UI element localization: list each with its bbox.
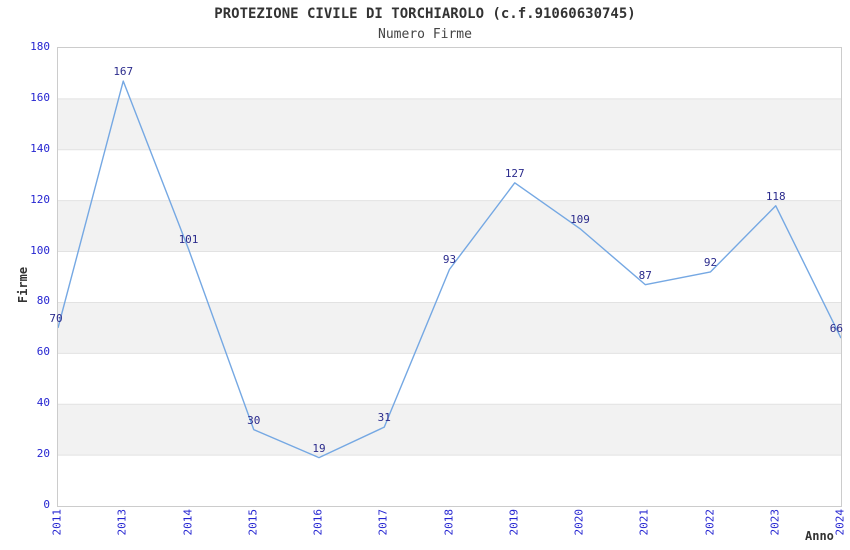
data-point-label: 101 bbox=[178, 233, 199, 246]
x-axis-tick-label: 2022 bbox=[703, 509, 716, 536]
data-point-label: 167 bbox=[113, 65, 134, 79]
data-point-label: 109 bbox=[570, 212, 590, 226]
x-axis-tick-label: 2016 bbox=[311, 509, 325, 536]
y-axis-tick-label: 160 bbox=[30, 90, 50, 104]
data-point-label: 66 bbox=[829, 322, 843, 336]
grid-band bbox=[58, 200, 841, 252]
data-point-label: 19 bbox=[312, 441, 326, 455]
x-axis-tick-label: 2011 bbox=[50, 509, 64, 536]
grid-band bbox=[58, 98, 841, 150]
chart-canvas bbox=[58, 80, 841, 459]
data-point-label: 93 bbox=[442, 253, 457, 267]
x-axis-tick-label: 2019 bbox=[507, 509, 521, 536]
x-axis-tick-label: 2024 bbox=[833, 509, 847, 536]
x-axis-tick-label: 2023 bbox=[768, 509, 782, 536]
x-axis-tick-label: 2020 bbox=[572, 509, 586, 536]
data-point-label: 31 bbox=[377, 411, 391, 425]
chart-subtitle: Numero Firme bbox=[378, 27, 472, 42]
x-axis-tick-label: 2015 bbox=[246, 509, 260, 536]
data-line bbox=[58, 80, 841, 459]
chart-title: PROTEZIONE CIVILE DI TORCHIAROLO (c.f.91… bbox=[214, 6, 636, 22]
x-axis-tick-label: 2017 bbox=[376, 509, 390, 536]
data-point-label: 87 bbox=[638, 268, 652, 282]
y-axis-tick-label: 100 bbox=[30, 243, 50, 257]
data-point-label: 118 bbox=[765, 189, 786, 203]
grid-band bbox=[58, 302, 841, 354]
data-point-label: 92 bbox=[703, 255, 718, 269]
x-axis-tick-label: 2013 bbox=[115, 509, 129, 536]
data-point-label: 70 bbox=[49, 311, 63, 325]
plot-area: 70 167 101 30 19 31 93 127 109 87 92 118 66 bbox=[49, 47, 843, 507]
data-point-label: 30 bbox=[247, 413, 261, 427]
y-axis-tick-label: 80 bbox=[36, 294, 50, 308]
x-axis-tick-label: 2018 bbox=[442, 509, 455, 536]
y-axis-tick-label: 0 bbox=[43, 498, 50, 511]
grid-band bbox=[58, 404, 841, 456]
y-axis-tick-label: 60 bbox=[36, 345, 50, 359]
y-axis-tick-label: 180 bbox=[30, 40, 50, 53]
x-axis-tick-label: 2021 bbox=[637, 509, 651, 536]
y-axis-tick-label: 120 bbox=[30, 192, 50, 206]
x-axis-title: Anno bbox=[805, 529, 834, 543]
data-point-label: 127 bbox=[504, 166, 525, 180]
x-axis-tick-label: 2014 bbox=[181, 509, 194, 536]
y-axis-tick-label: 40 bbox=[36, 396, 50, 410]
y-axis-tick-label: 140 bbox=[30, 141, 50, 155]
y-axis-tick-label: 20 bbox=[36, 447, 50, 461]
